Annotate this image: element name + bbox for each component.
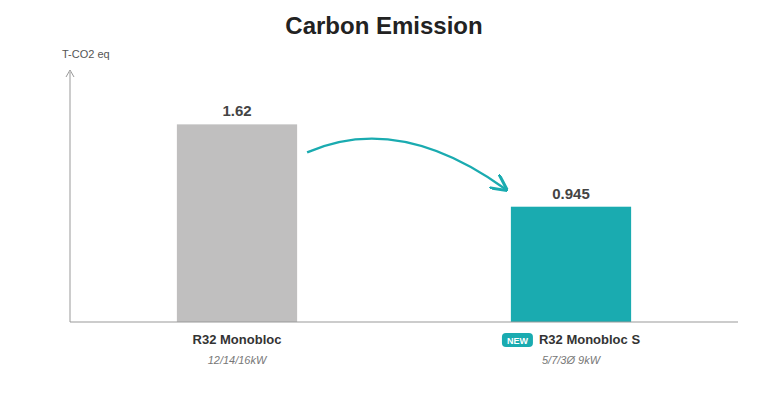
data-label: 0.945 <box>552 185 590 202</box>
category-subtitle: 5/7/3Ø 9kW <box>542 354 602 366</box>
page: {"chart_data": {"type": "bar", "title": … <box>0 0 768 400</box>
bars <box>177 124 631 322</box>
badge: NEW <box>502 333 533 347</box>
y-axis-arrow <box>66 70 74 77</box>
x-axis-line <box>70 322 738 323</box>
y-axis-line <box>70 72 71 322</box>
category-label: R32 Monobloc <box>193 332 282 347</box>
bar <box>511 207 631 322</box>
annotation-arrow <box>307 139 505 189</box>
title: Carbon Emission <box>285 12 482 39</box>
bar <box>177 124 297 322</box>
category-subtitle: 12/14/16kW <box>208 354 268 366</box>
badge-text: NEW <box>507 336 529 346</box>
data-label: 1.62 <box>222 102 251 119</box>
category-label: R32 Monobloc S <box>539 332 640 347</box>
y-axis-label: T-CO2 eq <box>62 48 110 60</box>
badge-box <box>502 333 533 347</box>
chart: Carbon Emission T-CO2 eq 1.62 0.945 R32 Mono… <box>0 0 768 400</box>
